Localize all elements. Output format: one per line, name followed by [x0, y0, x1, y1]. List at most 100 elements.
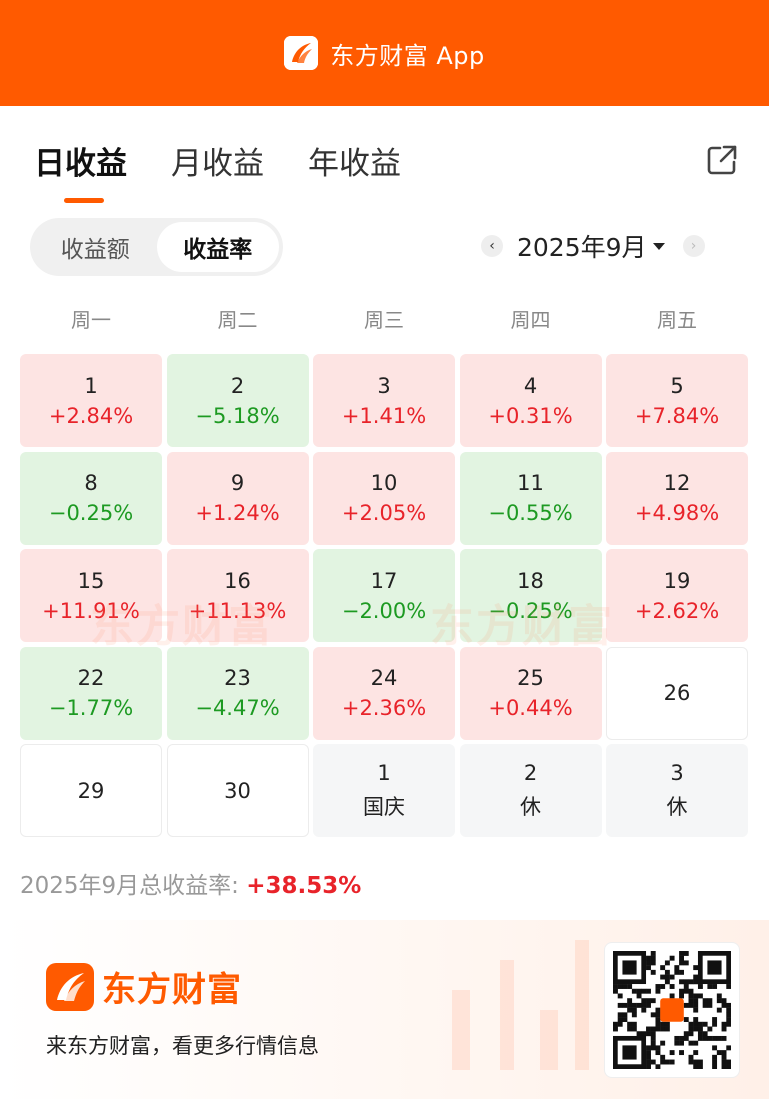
qr-module — [650, 1059, 656, 1065]
qr-module — [655, 1021, 661, 1027]
footer-brand: 东方财富 — [46, 962, 242, 1011]
qr-module — [688, 993, 694, 999]
toggle-rate[interactable]: 收益率 — [156, 222, 279, 272]
qr-module — [707, 998, 713, 1004]
qr-module — [693, 993, 699, 999]
qr-module — [693, 979, 699, 985]
decor-candle — [575, 940, 589, 1070]
qr-module — [716, 998, 722, 1004]
weekday-tue: 周二 — [217, 308, 258, 332]
qr-module — [660, 1026, 666, 1032]
next-month-button[interactable]: › — [682, 235, 705, 257]
qr-code — [604, 942, 740, 1078]
calendar-day-cell[interactable]: 5 +7.84% — [606, 354, 748, 447]
qr-module — [631, 1007, 637, 1013]
qr-module — [631, 1002, 637, 1008]
calendar-day-cell[interactable]: 19 +2.62% — [606, 549, 748, 642]
calendar-day-cell[interactable]: 11 −0.55% — [459, 451, 602, 545]
chevron-right-icon: › — [690, 238, 697, 254]
qr-module — [726, 1017, 732, 1022]
qr-module — [660, 965, 666, 971]
qr-module — [679, 1050, 684, 1056]
qr-module — [683, 960, 689, 966]
qr-module — [631, 1021, 637, 1027]
calendar-day-cell[interactable]: 24 +2.36% — [313, 646, 455, 740]
calendar-day-cell[interactable]: 26 — [606, 646, 748, 740]
qr-module — [721, 1035, 727, 1041]
qr-module — [674, 1035, 680, 1041]
calendar-day-cell[interactable]: 3 +1.41% — [313, 354, 455, 447]
qr-module — [679, 979, 684, 985]
day-return: +2.84% — [48, 403, 134, 428]
qr-module — [679, 993, 684, 999]
prev-month-button[interactable]: ‹ — [481, 235, 503, 257]
calendar-day-cell[interactable]: 12 +4.98% — [606, 451, 748, 545]
qr-module — [613, 1026, 618, 1032]
qr-module — [646, 1054, 651, 1060]
qr-module — [726, 1021, 732, 1027]
qr-module — [646, 965, 651, 971]
calendar-day-cell[interactable]: 23 −4.47% — [166, 646, 309, 740]
calendar-day-cell[interactable]: 15 +11.91% — [20, 549, 162, 642]
caret-down-icon[interactable] — [652, 242, 665, 250]
qr-module — [646, 998, 651, 1004]
calendar-day-cell[interactable]: 30 — [166, 744, 309, 837]
qr-module — [716, 1050, 722, 1056]
qr-module — [622, 984, 628, 989]
day-return: −0.55% — [488, 501, 573, 525]
month-label[interactable]: 2025年9月 — [517, 233, 647, 262]
tab-daily[interactable]: 日收益 — [34, 138, 127, 203]
calendar-day-cell[interactable]: 1 国庆 — [313, 744, 455, 837]
qr-module — [721, 1054, 727, 1060]
tab-monthly[interactable]: 月收益 — [171, 146, 264, 182]
qr-module — [683, 1035, 689, 1041]
calendar-day-cell[interactable]: 22 −1.77% — [20, 646, 162, 740]
calendar-day-cell[interactable]: 8 −0.25% — [20, 451, 162, 545]
calendar-day-cell[interactable]: 18 −0.25% — [459, 549, 602, 642]
qr-module — [646, 1002, 651, 1008]
qr-module — [688, 1040, 694, 1046]
qr-module — [693, 1026, 699, 1032]
qr-module — [688, 998, 694, 1004]
qr-module — [683, 1017, 689, 1022]
qr-module — [679, 951, 684, 956]
qr-module — [697, 984, 703, 989]
qr-module — [683, 1031, 689, 1037]
qr-module — [716, 1035, 722, 1041]
calendar-day-cell[interactable]: 1 +2.84% — [20, 354, 162, 447]
day-return: +4.98% — [634, 501, 720, 525]
calendar-day-cell[interactable]: 29 — [20, 744, 162, 837]
qr-module — [688, 1031, 694, 1037]
qr-module — [650, 969, 656, 975]
calendar-day-cell[interactable]: 2 −5.18% — [166, 354, 309, 447]
calendar-day-cell[interactable]: 17 −2.00% — [313, 549, 455, 642]
qr-module — [693, 1021, 699, 1027]
qr-module — [655, 1045, 661, 1051]
qr-module — [721, 1021, 727, 1027]
tab-yearly[interactable]: 年收益 — [308, 146, 401, 182]
qr-module — [617, 1012, 623, 1018]
calendar-day-cell[interactable]: 9 +1.24% — [166, 451, 309, 545]
day-number: 25 — [517, 666, 544, 690]
weekday-wed: 周三 — [364, 308, 404, 332]
calendar-day-cell[interactable]: 16 +11.13% — [166, 549, 309, 642]
toggle-amount[interactable]: 收益额 — [60, 237, 130, 263]
qr-module — [646, 1064, 651, 1070]
calendar-day-cell[interactable]: 10 +2.05% — [313, 451, 455, 545]
day-return: +1.41% — [341, 403, 427, 428]
qr-module — [679, 960, 684, 966]
qr-module — [655, 984, 661, 989]
qr-module — [674, 965, 680, 971]
share-icon[interactable] — [704, 142, 740, 178]
calendar-day-cell[interactable]: 4 +0.31% — [459, 354, 602, 447]
qr-module — [650, 998, 656, 1004]
qr-module — [712, 1054, 718, 1060]
day-return: −0.25% — [488, 598, 573, 623]
qr-code-icon — [613, 951, 732, 1070]
calendar-day-cell[interactable]: 25 +0.44% — [459, 646, 602, 740]
qr-finder — [622, 960, 637, 975]
day-number: 29 — [77, 778, 105, 803]
qr-module — [660, 984, 666, 989]
